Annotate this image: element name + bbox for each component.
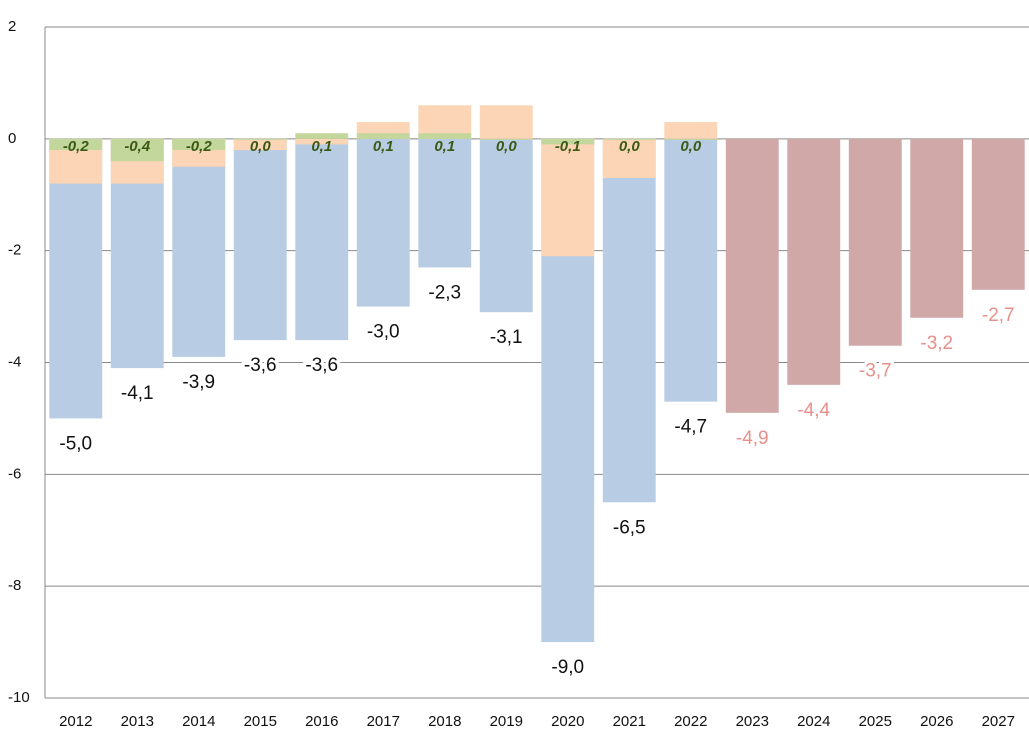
value-label: 0,0 <box>619 138 641 155</box>
value-label: -3,9 <box>182 372 215 393</box>
value-label: -4,7 <box>674 417 707 438</box>
x-tick-label: 2015 <box>244 713 277 730</box>
bar <box>295 138 349 145</box>
bar <box>356 133 410 139</box>
value-label: -2,3 <box>428 282 461 303</box>
value-label: -9,0 <box>551 657 584 678</box>
bar <box>295 138 349 341</box>
bar <box>418 138 472 268</box>
bar <box>479 138 533 140</box>
value-label: -3,6 <box>244 355 277 376</box>
bar <box>49 138 103 419</box>
bar <box>664 138 718 140</box>
bar <box>356 138 410 307</box>
bar <box>664 122 718 139</box>
value-label: -3,7 <box>859 361 892 382</box>
bar <box>233 138 287 341</box>
y-tick-label: -4 <box>8 353 21 370</box>
bar <box>910 138 964 318</box>
bar <box>418 133 472 139</box>
bar <box>787 138 841 385</box>
x-tick-label: 2018 <box>428 713 461 730</box>
bar <box>541 138 595 257</box>
value-label: 0,0 <box>680 138 702 155</box>
bar <box>479 105 533 139</box>
bar <box>295 133 349 139</box>
bar <box>233 138 287 140</box>
value-label: -4,9 <box>736 428 769 449</box>
value-label: -3,1 <box>490 327 523 348</box>
y-tick-label: -10 <box>8 689 30 706</box>
y-tick-label: -2 <box>8 242 21 259</box>
x-tick-label: 2019 <box>490 713 523 730</box>
x-tick-label: 2020 <box>551 713 584 730</box>
bar <box>541 138 595 145</box>
y-tick-label: 2 <box>8 18 16 35</box>
value-label: 0,0 <box>496 138 518 155</box>
bar <box>602 138 656 503</box>
value-label: -0,1 <box>555 138 581 155</box>
x-tick-label: 2012 <box>59 713 92 730</box>
value-label: 0,1 <box>434 138 455 155</box>
bar <box>971 138 1025 290</box>
x-tick-label: 2016 <box>305 713 338 730</box>
bar <box>602 138 656 140</box>
value-label: -0,2 <box>186 138 213 155</box>
value-label: -4,1 <box>121 383 154 404</box>
y-tick-label: -6 <box>8 465 21 482</box>
bar <box>479 138 533 313</box>
value-label: -0,2 <box>63 138 90 155</box>
bar <box>848 138 902 346</box>
x-tick-label: 2026 <box>920 713 953 730</box>
x-tick-label: 2013 <box>121 713 154 730</box>
bar <box>110 138 164 162</box>
x-tick-label: 2023 <box>736 713 769 730</box>
x-tick-label: 2021 <box>613 713 646 730</box>
x-tick-label: 2014 <box>182 713 215 730</box>
value-label: 0,1 <box>311 138 332 155</box>
value-label: -5,0 <box>59 433 92 454</box>
y-tick-label: -8 <box>8 577 21 594</box>
bar <box>172 138 226 357</box>
bar <box>49 138 103 151</box>
value-label: -3,0 <box>367 322 400 343</box>
bar <box>725 138 779 413</box>
value-label: -3,2 <box>920 333 953 354</box>
x-tick-label: 2024 <box>797 713 830 730</box>
bar <box>233 138 287 151</box>
bar <box>172 138 226 151</box>
value-label: -3,6 <box>305 355 338 376</box>
bar <box>602 138 656 178</box>
x-tick-label: 2022 <box>674 713 707 730</box>
value-label: 0,0 <box>250 138 272 155</box>
value-label: 0,1 <box>373 138 394 155</box>
y-tick-label: 0 <box>8 130 16 147</box>
value-label: -4,4 <box>797 400 830 421</box>
x-tick-label: 2017 <box>367 713 400 730</box>
x-tick-label: 2025 <box>859 713 892 730</box>
x-tick-label: 2027 <box>982 713 1015 730</box>
value-label: -2,7 <box>982 305 1015 326</box>
bar <box>664 138 718 402</box>
value-label: -0,4 <box>124 138 151 155</box>
value-label: -6,5 <box>613 517 646 538</box>
